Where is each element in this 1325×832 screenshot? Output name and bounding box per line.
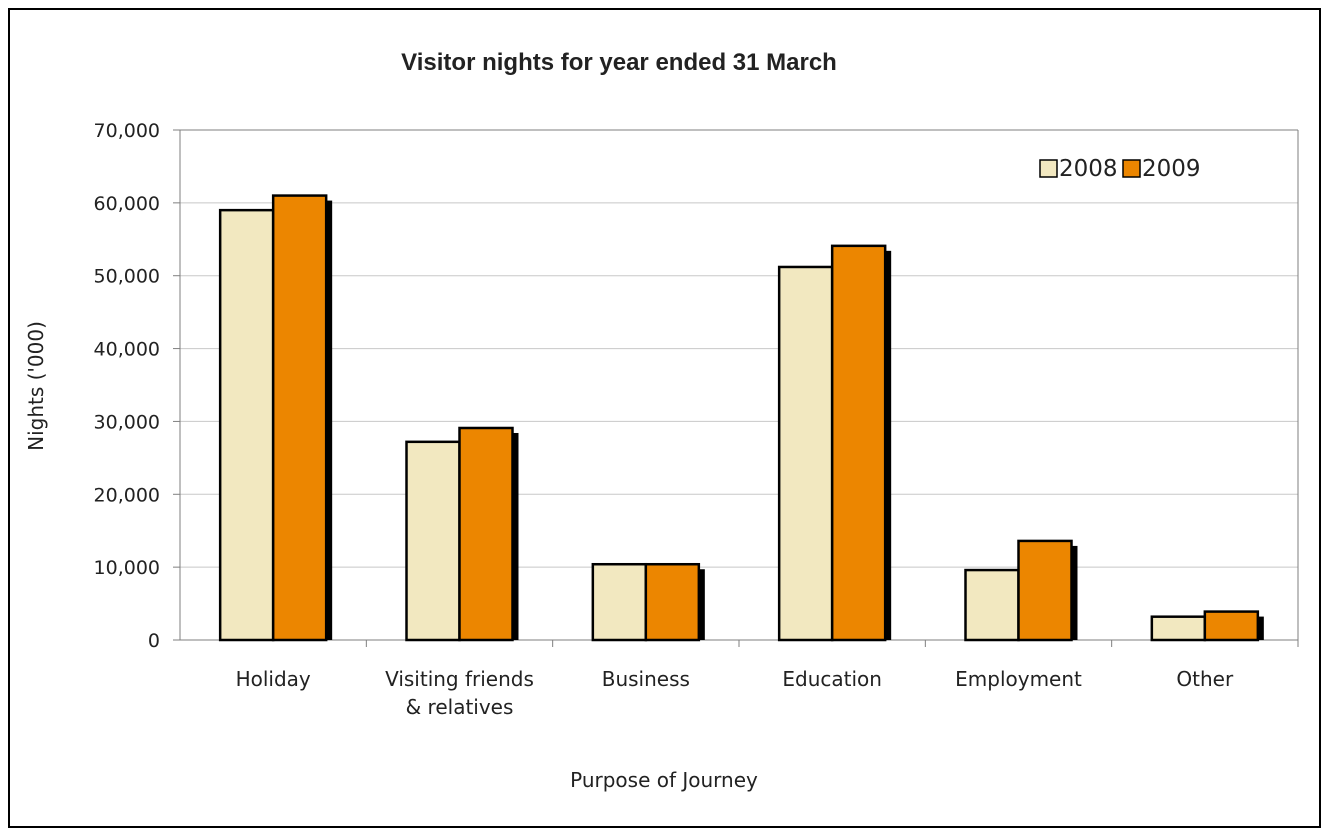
bar-2008 (964, 568, 1020, 642)
bar-2008 (1150, 615, 1207, 642)
y-tick-label: 20,000 (94, 484, 160, 506)
y-tick-label: 50,000 (94, 266, 160, 288)
bars (218, 194, 1264, 642)
tick-labels: 0 10,000 20,000 30,000 40,000 50,000 60,000 70,… (94, 120, 1234, 719)
gridlines (180, 129, 1298, 568)
y-tick-label: 0 (148, 630, 160, 652)
bar-2008 (777, 265, 834, 642)
chart-frame: Visitor nights for year ended 31 March N… (8, 8, 1321, 828)
legend-swatch-2008 (1039, 159, 1058, 178)
bar-2009 (1017, 539, 1073, 642)
bar-2009 (458, 426, 514, 642)
x-axis-title: Purpose of Journey (570, 768, 758, 792)
bar-2009 (1203, 610, 1260, 642)
axes (173, 129, 1299, 647)
y-tick-label: 70,000 (94, 120, 160, 142)
x-category-label: Employment (955, 667, 1082, 691)
bar-2008 (405, 440, 461, 642)
bar-2008 (591, 562, 648, 642)
bar-2008 (218, 208, 275, 642)
bar-chart: Visitor nights for year ended 31 March N… (24, 49, 1299, 792)
x-category-label: Holiday (236, 667, 311, 691)
legend-label-2009: 2009 (1142, 156, 1201, 182)
x-category-label: Business (602, 667, 690, 691)
legend: 2008 2009 (1039, 156, 1201, 182)
y-tick-label: 60,000 (94, 193, 160, 215)
legend-label-2008: 2008 (1059, 156, 1118, 182)
bar-2009 (830, 244, 887, 642)
y-tick-label: 30,000 (94, 411, 160, 433)
y-tick-label: 10,000 (94, 557, 160, 579)
y-axis-title: Nights ('000) (24, 321, 48, 451)
x-category-label: & relatives (406, 695, 514, 719)
x-category-label: Education (782, 667, 882, 691)
legend-swatch-2009 (1122, 159, 1141, 178)
bar-2009 (644, 562, 701, 642)
y-tick-label: 40,000 (94, 339, 160, 361)
bar-2009 (271, 194, 328, 642)
x-category-label: Other (1176, 667, 1234, 691)
x-category-label: Visiting friends (385, 667, 534, 691)
chart-title: Visitor nights for year ended 31 March (401, 49, 837, 76)
